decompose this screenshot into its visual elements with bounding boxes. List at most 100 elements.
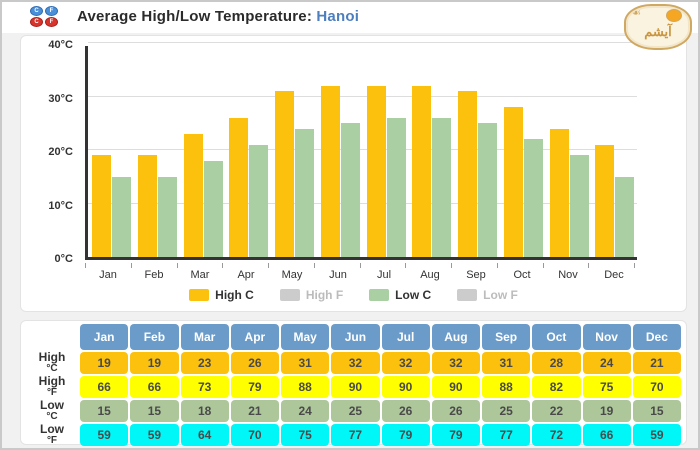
temperature-chart-panel: 0°C 10°C 20°C 30°C 40°C Jan Feb Mar Apr May Jun Ju… xyxy=(20,35,687,312)
legend-item-low-c[interactable]: Low C xyxy=(369,288,431,302)
x-axis-ticks xyxy=(85,263,637,268)
table-cell: 64 xyxy=(180,424,229,446)
high-c-bar-sep xyxy=(458,91,477,257)
table-cell: 19 xyxy=(80,352,129,374)
table-cell: 31 xyxy=(482,352,531,374)
table-cell: 26 xyxy=(381,400,430,422)
table-cell: 59 xyxy=(80,424,129,446)
table-cell: 59 xyxy=(632,424,681,446)
table-cell: 90 xyxy=(381,376,430,398)
low-c-bar-dec xyxy=(615,176,635,257)
x-tick xyxy=(359,263,361,268)
table-header-aug: Aug xyxy=(431,324,480,350)
table-cell: 21 xyxy=(632,352,681,374)
blue-unit-f-icon[interactable]: F xyxy=(45,6,58,16)
y-tick-label-30: 30°C xyxy=(48,92,73,105)
table-cell: 15 xyxy=(130,400,179,422)
x-axis-month-labels: Jan Feb Mar Apr May Jun Jul Aug Sep Oct Nov Dec xyxy=(85,269,637,281)
month-label-aug: Aug xyxy=(420,269,440,281)
high-c-bar-feb xyxy=(137,155,157,257)
logo-sun-icon xyxy=(666,9,682,22)
table-cell: 75 xyxy=(281,424,330,446)
x-tick xyxy=(85,263,86,268)
table-cell: 66 xyxy=(130,376,179,398)
legend-label: Low F xyxy=(483,288,518,302)
table-header-mar: Mar xyxy=(180,324,229,350)
row-label-high-c: High °C xyxy=(38,350,66,374)
x-tick xyxy=(313,263,315,268)
table-cell: 32 xyxy=(331,352,380,374)
table-cell: 15 xyxy=(632,400,681,422)
chart-legend: High C High F Low C Low F xyxy=(21,288,686,302)
table-cell: 75 xyxy=(582,376,631,398)
red-unit-c-icon[interactable]: C xyxy=(30,17,43,27)
row-label-high-f: High °F xyxy=(38,374,66,398)
high-c-bar-jun xyxy=(320,85,340,257)
x-tick xyxy=(222,263,224,268)
y-tick-label-40: 40°C xyxy=(48,39,73,51)
blue-unit-c-icon[interactable]: C xyxy=(30,6,43,16)
x-tick xyxy=(588,263,590,268)
high-c-bar-jul xyxy=(366,85,386,257)
low-c-bar-nov xyxy=(569,155,589,257)
table-cell: 24 xyxy=(582,352,631,374)
table-cell: 79 xyxy=(431,424,480,446)
legend-item-low-f[interactable]: Low F xyxy=(457,288,518,302)
x-tick xyxy=(405,263,407,268)
table-cell: 26 xyxy=(431,400,480,422)
table-header-dec: Dec xyxy=(632,324,681,350)
table-cell: 72 xyxy=(532,424,581,446)
row-label-low-f: Low °F xyxy=(40,422,64,446)
low-c-bar-may xyxy=(295,128,314,257)
high-c-bar-dec xyxy=(595,144,615,257)
month-label-may: May xyxy=(281,269,303,281)
high-c-bar-apr xyxy=(229,117,249,257)
high-c-bar-oct xyxy=(503,107,523,257)
table-cell: 66 xyxy=(582,424,631,446)
table-cell: 79 xyxy=(230,376,279,398)
month-label-jun: Jun xyxy=(329,269,347,281)
table-cell: 21 xyxy=(230,400,279,422)
legend-label: High F xyxy=(305,288,344,302)
table-header-feb: Feb xyxy=(130,324,179,350)
bar-chart-plot-area xyxy=(85,42,637,260)
table-cell: 28 xyxy=(532,352,581,374)
x-tick xyxy=(130,263,132,268)
legend-swatch-icon xyxy=(279,289,300,301)
table-cell: 70 xyxy=(632,376,681,398)
table-cell: 66 xyxy=(80,376,129,398)
legend-swatch-icon xyxy=(369,289,390,301)
month-label-sep: Sep xyxy=(466,269,486,281)
high-c-bar-mar xyxy=(183,133,203,257)
gridline-30 xyxy=(88,95,637,97)
table-cell: 18 xyxy=(180,400,229,422)
table-corner-cell xyxy=(26,324,78,350)
legend-item-high-f[interactable]: High F xyxy=(279,288,344,302)
month-label-mar: Mar xyxy=(190,269,210,281)
y-tick-label-10: 10°C xyxy=(48,199,73,212)
temperature-table-panel: Jan Feb Mar Apr May Jun Jul Aug Sep Oct Nov Dec High… xyxy=(20,320,687,446)
low-c-bar-jan xyxy=(112,176,131,257)
low-c-bar-jul xyxy=(386,117,406,257)
legend-item-high-c[interactable]: High C xyxy=(189,288,254,302)
y-tick-label-20: 20°C xyxy=(48,146,73,158)
low-c-bar-aug xyxy=(432,117,452,257)
x-tick xyxy=(268,263,269,268)
table-cell: 23 xyxy=(180,352,229,374)
legend-label: High C xyxy=(215,288,254,302)
table-cell: 82 xyxy=(532,376,581,398)
low-c-bar-apr xyxy=(249,144,269,257)
x-tick xyxy=(634,263,635,268)
high-c-bar-nov xyxy=(549,128,569,257)
table-cell: 59 xyxy=(130,424,179,446)
table-header-nov: Nov xyxy=(582,324,631,350)
table-cell: 25 xyxy=(482,400,531,422)
red-unit-f-icon[interactable]: F xyxy=(45,17,58,27)
table-header-sep: Sep xyxy=(482,324,531,350)
x-tick xyxy=(542,263,544,268)
low-c-bar-feb xyxy=(157,176,177,257)
logo-text: آیشم xyxy=(644,24,672,39)
